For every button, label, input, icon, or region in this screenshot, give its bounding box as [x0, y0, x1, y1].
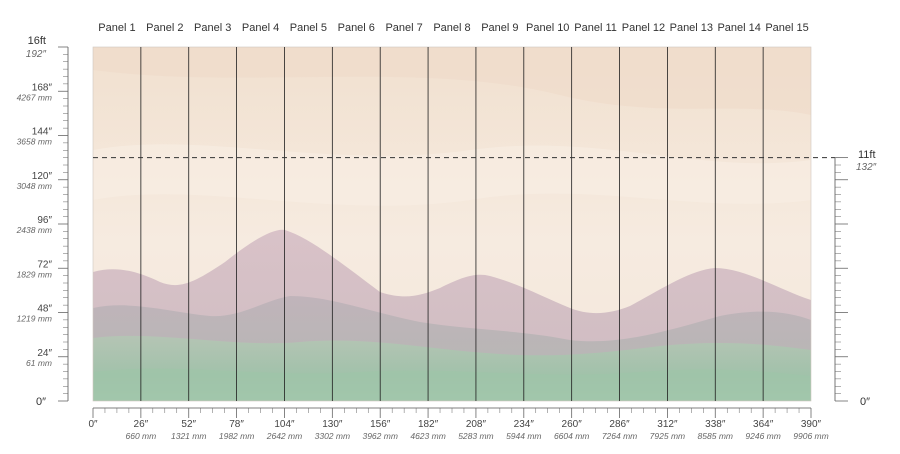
left-tick-mm-label: 61 mm	[26, 358, 52, 368]
bottom-tick-mm-label: 6604 mm	[554, 431, 589, 441]
bottom-tick-in-label: 78″	[229, 419, 244, 430]
bottom-tick-mm-label: 3302 mm	[315, 431, 350, 441]
bottom-tick-in-label: 0″	[88, 419, 98, 430]
bottom-tick-in-label: 104″	[274, 419, 295, 430]
panel-label: Panel 11	[574, 22, 617, 34]
bottom-tick-mm-label: 3962 mm	[362, 431, 397, 441]
panel-label: Panel 10	[526, 22, 569, 34]
bottom-tick-in-label: 286″	[609, 419, 630, 430]
bottom-tick-mm-label: 9906 mm	[793, 431, 828, 441]
left-tick-mm-label: 3658 mm	[17, 137, 52, 147]
green-band	[93, 368, 811, 401]
right-height-in-label: 132″	[856, 162, 877, 173]
left-tick-in-label: 144″	[32, 127, 53, 138]
left-tick-in-label: 72″	[37, 259, 52, 270]
left-tick-labels: 168″4267 mm 144″3658 mm 120″3048 mm 96″2438…	[16, 82, 53, 368]
bottom-tick-mm-label: 2642 mm	[266, 431, 302, 441]
panel-label: Panel 3	[194, 22, 231, 34]
wall-outline	[92, 46, 812, 402]
left-tick-mm-label: 1219 mm	[17, 314, 52, 324]
mural-artwork	[93, 47, 811, 401]
panel-label: Panel 15	[765, 22, 808, 34]
bottom-tick-in-label: 26″	[134, 419, 149, 430]
left-tick-mm-label: 1829 mm	[17, 269, 52, 279]
bottom-tick-mm-label: 5944 mm	[506, 431, 541, 441]
bottom-tick-mm-label: 660 mm	[126, 431, 157, 441]
panel-label: Panel 2	[146, 22, 183, 34]
right-height-ft-label: 11ft	[858, 149, 876, 161]
panel-dividers	[140, 47, 764, 401]
bottom-tick-mm-label: 4623 mm	[410, 431, 445, 441]
left-top-in-label: 192″	[26, 49, 47, 60]
left-tick-in-label: 24″	[37, 348, 52, 359]
bottom-tick-in-label: 52″	[181, 419, 196, 430]
bottom-tick-mm-label: 5283 mm	[458, 431, 493, 441]
bottom-tick-in-label: 260″	[562, 419, 583, 430]
panel-label: Panel 7	[385, 22, 422, 34]
left-tick-in-label: 120″	[32, 171, 53, 182]
bottom-tick-in-label: 312″	[657, 419, 678, 430]
panel-label: Panel 5	[290, 22, 327, 34]
panel-label: Panel 8	[433, 22, 470, 34]
panel-label: Panel 12	[622, 22, 665, 34]
left-top-ft-label: 16ft	[28, 35, 46, 47]
bottom-tick-in-label: 234″	[514, 419, 535, 430]
bottom-tick-mm-label: 8585 mm	[698, 431, 733, 441]
left-tick-in-label: 48″	[37, 304, 52, 315]
left-tick-in-label: 168″	[32, 82, 53, 93]
panel-labels: Panel 1 Panel 2 Panel 3 Panel 4 Panel 5 Panel…	[98, 22, 809, 34]
bottom-tick-labels: 0″ 26″660 mm 52″1321 mm 78″1982 mm 104″2642 …	[88, 419, 828, 441]
bottom-tick-mm-label: 1982 mm	[219, 431, 254, 441]
bottom-tick-mm-label: 1321 mm	[171, 431, 206, 441]
bottom-tick-in-label: 156″	[370, 419, 391, 430]
bottom-tick-in-label: 182″	[418, 419, 439, 430]
right-height-ruler	[834, 157, 848, 402]
bottom-tick-in-label: 208″	[466, 419, 487, 430]
bottom-tick-in-label: 338″	[705, 419, 726, 430]
panel-label: Panel 6	[338, 22, 375, 34]
left-tick-mm-label: 3048 mm	[17, 181, 52, 191]
bottom-width-ruler	[92, 407, 812, 418]
right-zero-label: 0″	[860, 396, 870, 408]
panel-label: Panel 1	[98, 22, 135, 34]
sand-swirl-2	[93, 144, 811, 206]
left-tick-mm-label: 2438 mm	[16, 225, 52, 235]
sand-swirl-1	[93, 47, 811, 115]
bottom-tick-in-label: 364″	[753, 419, 774, 430]
bottom-tick-mm-label: 7264 mm	[602, 431, 637, 441]
left-tick-mm-label: 4267 mm	[17, 92, 52, 102]
left-height-ruler	[58, 46, 69, 402]
left-tick-in-label: 96″	[37, 215, 52, 226]
bottom-tick-mm-label: 7925 mm	[650, 431, 685, 441]
panel-label: Panel 13	[670, 22, 713, 34]
left-zero-label: 0″	[36, 396, 46, 408]
bottom-tick-mm-label: 9246 mm	[745, 431, 780, 441]
panel-label: Panel 4	[242, 22, 279, 34]
bottom-tick-in-label: 390″	[801, 419, 822, 430]
panel-label: Panel 14	[717, 22, 760, 34]
panel-label: Panel 9	[481, 22, 518, 34]
bottom-tick-in-label: 130″	[322, 419, 343, 430]
